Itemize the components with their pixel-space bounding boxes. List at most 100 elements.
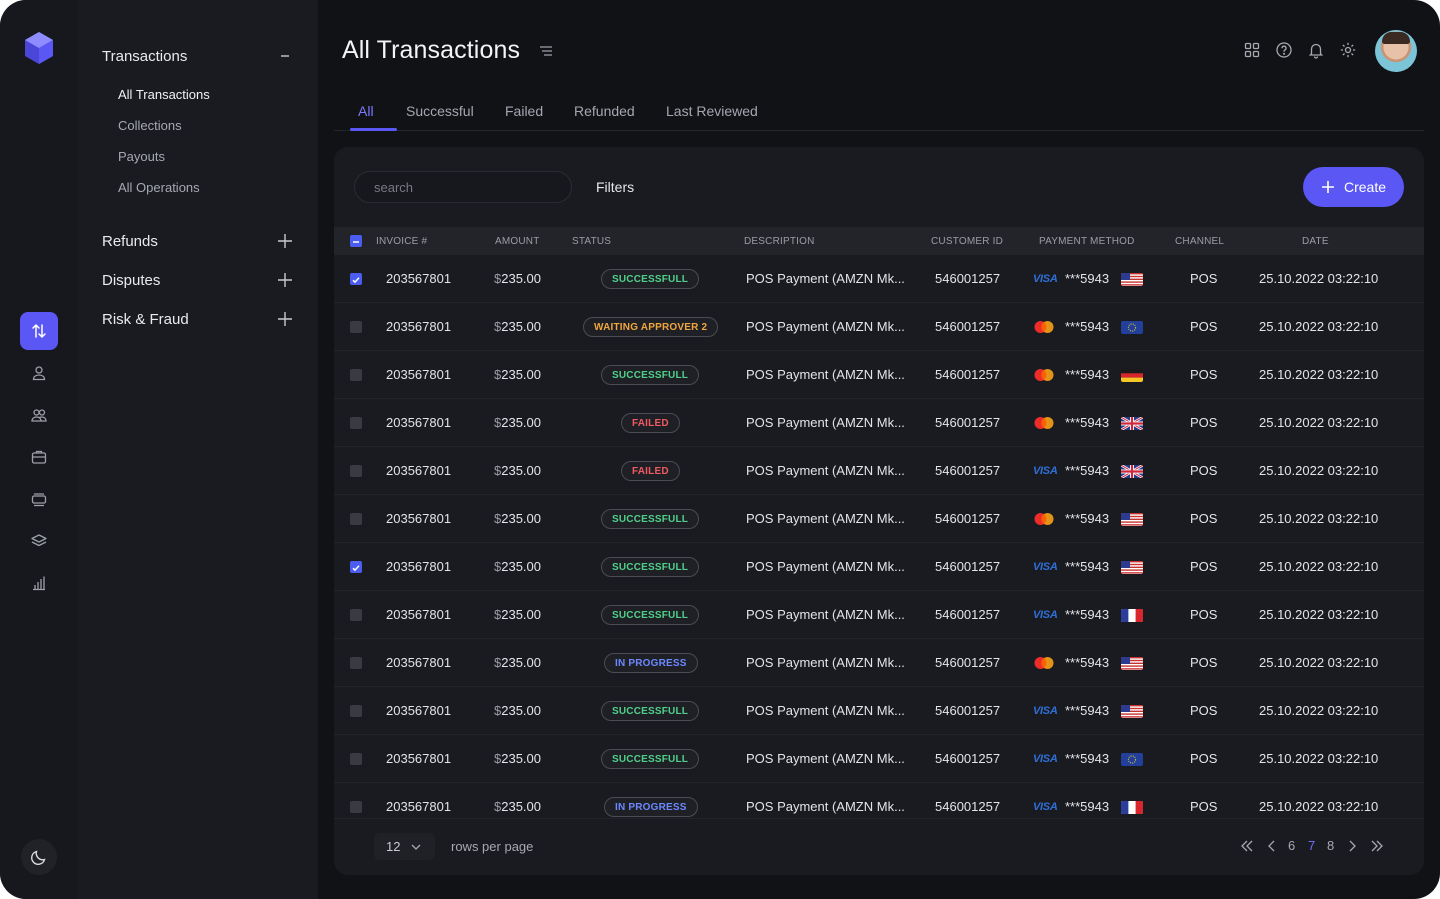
invoice-number[interactable]: 203567801 (386, 751, 452, 766)
table-row[interactable]: 203567801 $235.00 WAITING APPROVER 2 POS Pa… (334, 303, 1424, 351)
invoice-number[interactable]: 203567801 (386, 799, 452, 814)
briefcase-nav-button[interactable] (20, 438, 58, 476)
invoice-number[interactable]: 203567801 (386, 703, 452, 718)
list-menu-icon[interactable] (538, 44, 554, 58)
tab-refunded[interactable]: Refunded (574, 103, 635, 119)
column-header-payment-method[interactable]: PAYMENT METHOD (1039, 236, 1135, 247)
sidebar-item-all-transactions[interactable]: All Transactions (118, 87, 210, 102)
sidebar-item-collections[interactable]: Collections (118, 118, 182, 133)
invoice-number[interactable]: 203567801 (386, 655, 452, 670)
customer-id[interactable]: 546001257 (935, 319, 1001, 334)
customer-id[interactable]: 546001257 (935, 703, 1001, 718)
transactions-nav-button[interactable] (20, 312, 58, 350)
row-checkbox[interactable] (350, 273, 362, 285)
expand-plus-icon[interactable] (276, 310, 294, 328)
filters-button[interactable]: Filters (596, 179, 635, 195)
row-checkbox[interactable] (350, 705, 362, 717)
analytics-nav-button[interactable] (20, 564, 58, 602)
column-header-invoice[interactable]: INVOICE # (376, 236, 428, 247)
customer-id[interactable]: 546001257 (935, 511, 1001, 526)
search-input[interactable] (354, 171, 572, 203)
notification-bell-icon[interactable] (1307, 41, 1325, 59)
row-checkbox[interactable] (350, 801, 362, 813)
column-header-date[interactable]: DATE (1302, 236, 1329, 247)
table-row[interactable]: 203567801 $235.00 SUCCESSFULL POS Payment (… (334, 687, 1424, 735)
sidebar-item-all-operations[interactable]: All Operations (118, 180, 200, 195)
row-checkbox[interactable] (350, 561, 362, 573)
customer-id[interactable]: 546001257 (935, 559, 1001, 574)
customer-id[interactable]: 546001257 (935, 367, 1001, 382)
tab-all[interactable]: All (358, 103, 374, 119)
table-row[interactable]: 203567801 $235.00 FAILED POS Payment (AMZN … (334, 399, 1424, 447)
help-icon[interactable] (1275, 41, 1293, 59)
customer-id[interactable]: 546001257 (935, 751, 1001, 766)
page-number-8[interactable]: 8 (1327, 838, 1335, 853)
sidebar-item-payouts[interactable]: Payouts (118, 149, 165, 164)
table-row[interactable]: 203567801 $235.00 SUCCESSFULL POS Payment (… (334, 543, 1424, 591)
table-row[interactable]: 203567801 $235.00 SUCCESSFULL POS Payment (… (334, 351, 1424, 399)
sidebar-section-refunds[interactable]: Refunds (102, 233, 158, 250)
row-checkbox[interactable] (350, 513, 362, 525)
invoice-number[interactable]: 203567801 (386, 463, 452, 478)
last-page-icon[interactable] (1370, 839, 1384, 853)
customer-id[interactable]: 546001257 (935, 607, 1001, 622)
first-page-icon[interactable] (1240, 839, 1254, 853)
users-nav-button[interactable] (20, 396, 58, 434)
customer-id[interactable]: 546001257 (935, 799, 1001, 814)
next-page-icon[interactable] (1345, 839, 1359, 853)
settings-gear-icon[interactable] (1339, 41, 1357, 59)
table-row[interactable]: 203567801 $235.00 SUCCESSFULL POS Payment (… (334, 735, 1424, 783)
customer-id[interactable]: 546001257 (935, 271, 1001, 286)
select-all-checkbox[interactable] (350, 235, 362, 247)
row-checkbox[interactable] (350, 369, 362, 381)
sidebar-section-disputes[interactable]: Disputes (102, 272, 161, 289)
page-number-6[interactable]: 6 (1288, 838, 1296, 853)
collapse-minus-icon[interactable] (276, 47, 294, 65)
table-row[interactable]: 203567801 $235.00 IN PROGRESS POS Payment (… (334, 783, 1424, 818)
row-checkbox[interactable] (350, 753, 362, 765)
invoice-number[interactable]: 203567801 (386, 367, 452, 382)
row-checkbox[interactable] (350, 321, 362, 333)
invoice-number[interactable]: 203567801 (386, 511, 452, 526)
table-row[interactable]: 203567801 $235.00 SUCCESSFULL POS Payment (… (334, 495, 1424, 543)
tab-successful[interactable]: Successful (406, 103, 474, 119)
column-header-description[interactable]: DESCRIPTION (744, 236, 815, 247)
row-checkbox[interactable] (350, 609, 362, 621)
logo-icon[interactable] (22, 30, 56, 66)
column-header-amount[interactable]: AMOUNT (495, 236, 540, 247)
user-avatar[interactable] (1375, 30, 1417, 72)
invoice-number[interactable]: 203567801 (386, 607, 452, 622)
row-checkbox[interactable] (350, 465, 362, 477)
cards-nav-button[interactable] (20, 480, 58, 518)
invoice-number[interactable]: 203567801 (386, 319, 452, 334)
apps-grid-icon[interactable] (1243, 41, 1261, 59)
sidebar-section-risk-fraud[interactable]: Risk & Fraud (102, 311, 189, 328)
tab-failed[interactable]: Failed (505, 103, 544, 119)
table-row[interactable]: 203567801 $235.00 FAILED POS Payment (AMZN … (334, 447, 1424, 495)
page-number-7-current[interactable]: 7 (1308, 838, 1316, 853)
expand-plus-icon[interactable] (276, 232, 294, 250)
layers-nav-button[interactable] (20, 522, 58, 560)
column-header-channel[interactable]: CHANNEL (1175, 236, 1225, 247)
column-header-customer-id[interactable]: CUSTOMER ID (931, 236, 1004, 247)
create-button[interactable]: Create (1303, 167, 1404, 207)
invoice-number[interactable]: 203567801 (386, 415, 452, 430)
tab-last-reviewed[interactable]: Last Reviewed (666, 103, 758, 119)
sidebar-section-transactions[interactable]: Transactions (102, 48, 188, 65)
customer-id[interactable]: 546001257 (935, 463, 1001, 478)
table-row[interactable]: 203567801 $235.00 SUCCESSFULL POS Payment (… (334, 255, 1424, 303)
column-header-status[interactable]: STATUS (572, 236, 612, 247)
invoice-number[interactable]: 203567801 (386, 559, 452, 574)
invoice-number[interactable]: 203567801 (386, 271, 452, 286)
dark-mode-toggle[interactable] (21, 839, 57, 875)
expand-plus-icon[interactable] (276, 271, 294, 289)
customer-id[interactable]: 546001257 (935, 415, 1001, 430)
table-row[interactable]: 203567801 $235.00 SUCCESSFULL POS Payment (… (334, 591, 1424, 639)
customer-id[interactable]: 546001257 (935, 655, 1001, 670)
table-row[interactable]: 203567801 $235.00 IN PROGRESS POS Payment (… (334, 639, 1424, 687)
rows-per-page-select[interactable]: 12 (374, 833, 435, 860)
user-nav-button[interactable] (20, 354, 58, 392)
row-checkbox[interactable] (350, 657, 362, 669)
row-checkbox[interactable] (350, 417, 362, 429)
previous-page-icon[interactable] (1265, 839, 1279, 853)
